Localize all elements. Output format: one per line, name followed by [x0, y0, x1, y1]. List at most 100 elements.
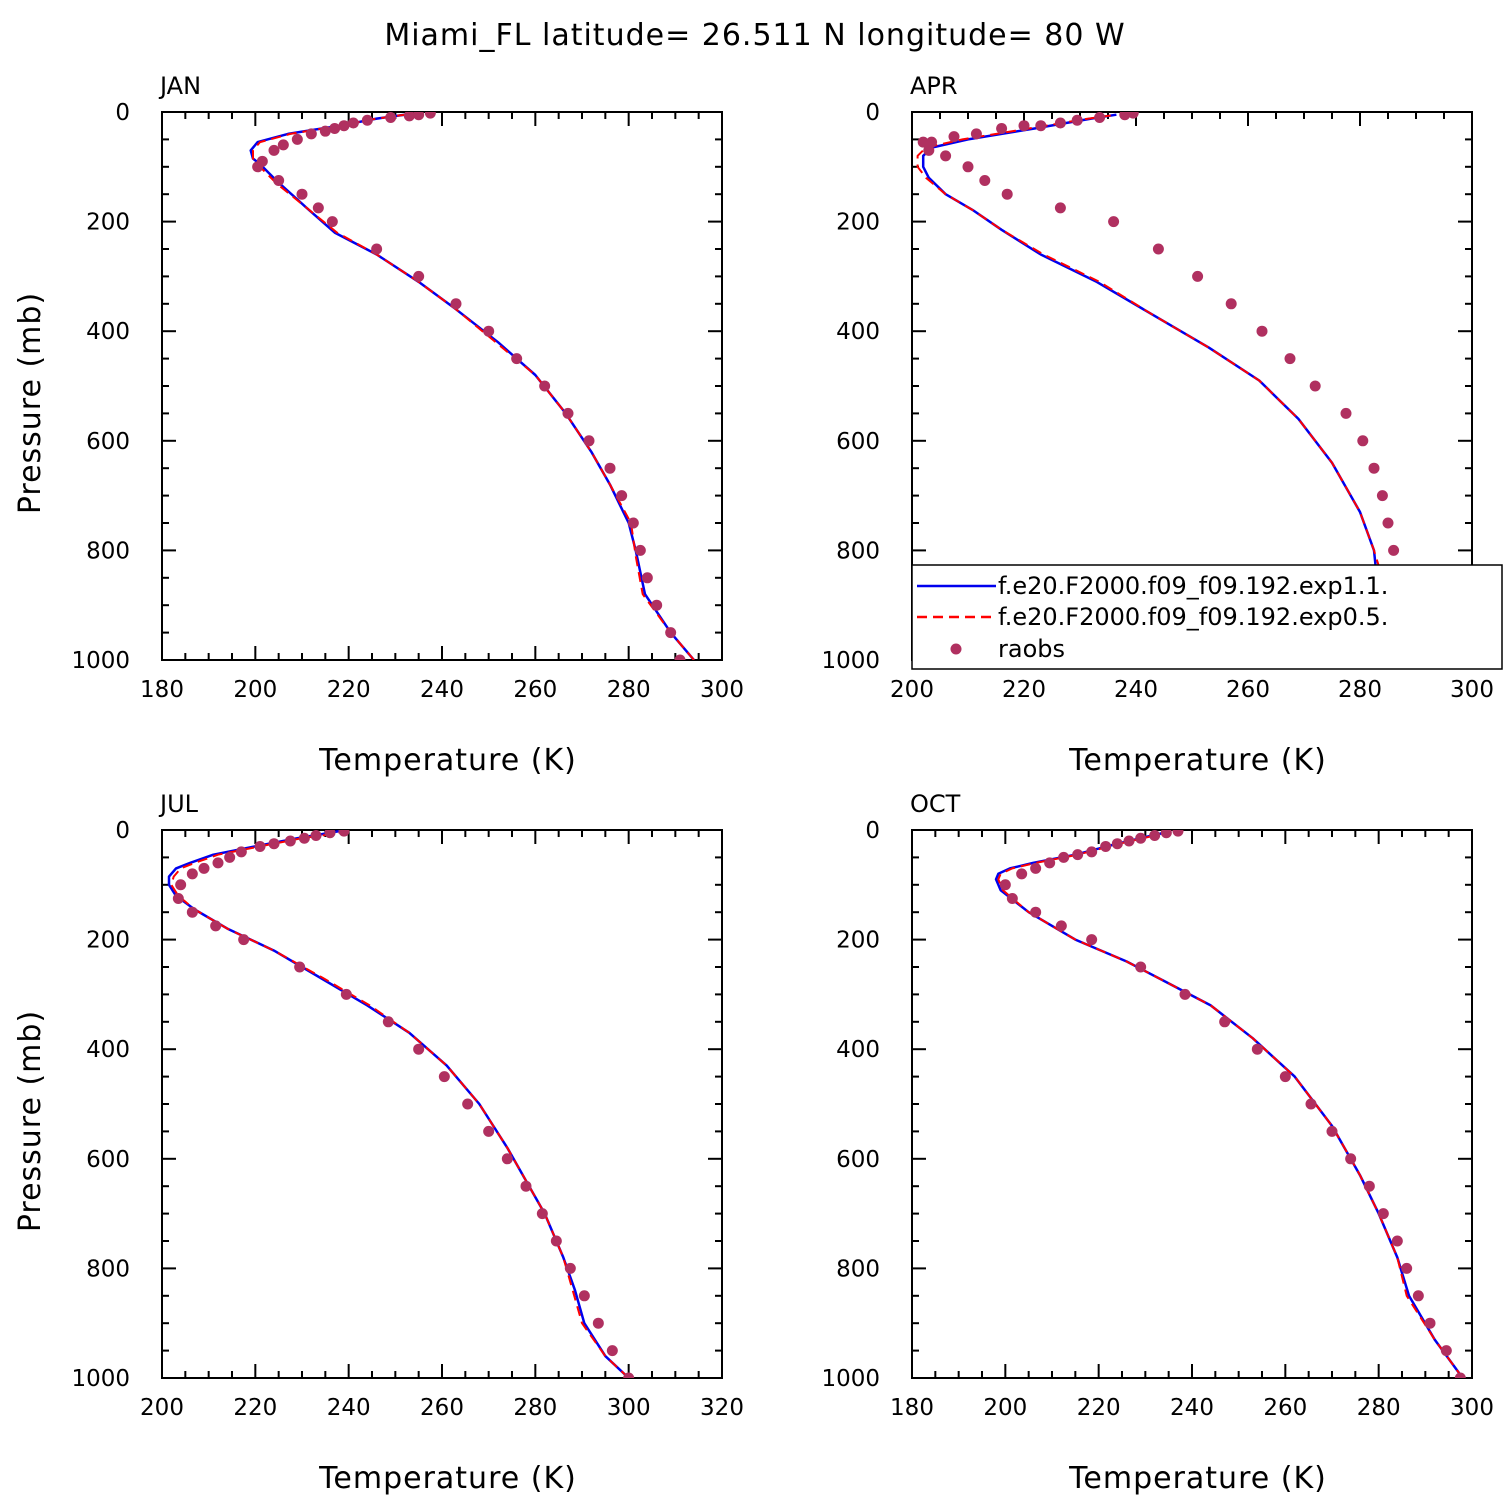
panel-title: JUL: [158, 790, 199, 818]
raobs-point: [1376, 490, 1388, 502]
raobs-point: [1001, 188, 1013, 200]
x-tick-label: 260: [420, 1395, 464, 1421]
y-tick-label: 1000: [71, 1366, 130, 1392]
panel-apr: 200 220 240 260 280 300 0 200 400 600 800 1000 APR Te…: [821, 72, 1494, 778]
raobs-point: [999, 879, 1011, 891]
y-tick-label: 200: [86, 210, 130, 236]
series-exp0.5-line: [170, 830, 630, 1378]
raobs-point: [1345, 1153, 1357, 1165]
raobs-point: [1018, 120, 1030, 132]
legend: f.e20.F2000.f09_f09.192.exp1.1. f.e20.F20…: [911, 564, 1503, 670]
panels: 180 200 220 240 260 280 300 0 200 400 600 800 1000 JA…: [13, 72, 1494, 1496]
series-exp1.1-line: [921, 113, 1445, 660]
raobs-point: [1391, 1235, 1403, 1247]
raobs-point: [1044, 857, 1056, 869]
raobs-point: [1135, 832, 1147, 844]
raobs-point: [948, 131, 960, 143]
x-tick-label: 300: [700, 677, 744, 703]
y-tick-label: 0: [115, 100, 130, 126]
y-tick-label: 800: [836, 1256, 880, 1282]
raobs-point: [254, 840, 266, 852]
raobs-point: [1225, 298, 1237, 310]
raobs-point: [665, 627, 677, 639]
raobs-point: [450, 298, 462, 310]
raobs-point: [539, 380, 551, 392]
plot-frame: [161, 829, 723, 1379]
y-tick-label: 400: [836, 319, 880, 345]
y-tick-label: 0: [865, 818, 880, 844]
x-tick-label: 180: [890, 1395, 934, 1421]
x-axis-label: Temperature (K): [1068, 1461, 1327, 1496]
x-tick-label: 240: [1114, 677, 1158, 703]
raobs-point: [1305, 1098, 1317, 1110]
x-tick-label: 280: [1357, 1395, 1401, 1421]
raobs-point: [238, 934, 250, 946]
raobs-point: [1309, 380, 1321, 392]
raobs-point: [1094, 112, 1106, 123]
raobs-point: [979, 175, 991, 186]
x-tick-label: 200: [890, 677, 934, 703]
raobs-point: [623, 1372, 635, 1378]
x-tick-label: 220: [1002, 677, 1046, 703]
raobs-point: [413, 112, 425, 121]
x-tick-label: 280: [513, 1395, 557, 1421]
x-tick-label: 200: [233, 677, 277, 703]
legend-label: raobs: [998, 635, 1065, 663]
raobs-point: [926, 136, 938, 148]
raobs-point: [1377, 1208, 1389, 1220]
raobs-point: [347, 117, 359, 129]
x-tick-label: 300: [607, 1395, 651, 1421]
x-axis-label: Temperature (K): [318, 743, 577, 778]
raobs-point: [1016, 868, 1028, 880]
raobs-point: [616, 490, 628, 502]
raobs-point: [550, 1235, 562, 1247]
panel-title: APR: [910, 72, 958, 100]
raobs-point: [413, 1043, 425, 1055]
raobs-point: [1119, 112, 1131, 121]
raobs-point: [1179, 988, 1191, 1000]
y-tick-label: 0: [115, 818, 130, 844]
raobs-point: [511, 353, 523, 365]
raobs-point: [1030, 906, 1042, 918]
x-tick-label: 260: [513, 677, 557, 703]
raobs-point: [1058, 851, 1070, 863]
y-tick-label: 800: [86, 538, 130, 564]
raobs-point: [324, 830, 336, 839]
figure-title: Miami_FL latitude= 26.511 N longitude= 8…: [384, 18, 1125, 53]
raobs-point: [940, 150, 952, 162]
y-tick-label: 600: [836, 429, 880, 455]
raobs-point: [501, 1153, 513, 1165]
raobs-point: [1219, 1016, 1231, 1028]
raobs-point: [284, 835, 296, 847]
raobs-point: [462, 1098, 474, 1110]
x-tick-label: 300: [1450, 1395, 1494, 1421]
raobs-point: [1401, 1262, 1413, 1274]
data-area: [167, 830, 635, 1378]
panel-jan: 180 200 220 240 260 280 300 0 200 400 600 800 1000 JA…: [13, 72, 744, 778]
y-tick-label: 800: [836, 538, 880, 564]
raobs-point: [319, 125, 331, 137]
data-area: [994, 830, 1466, 1378]
raobs-point: [305, 128, 317, 140]
raobs-point: [483, 325, 495, 337]
x-tick-label: 280: [1338, 677, 1382, 703]
x-tick-label: 280: [607, 677, 651, 703]
raobs-point: [1424, 1317, 1436, 1329]
panel-oct: 180 200 220 240 260 280 300 0 200 400 600 800 1000 OC…: [821, 790, 1494, 1496]
raobs-point: [273, 175, 285, 186]
raobs-point: [277, 139, 289, 151]
series-exp0.5-line: [997, 830, 1464, 1378]
raobs-point: [424, 112, 436, 119]
plot-frame: [911, 829, 1473, 1379]
raobs-point: [1363, 1180, 1375, 1192]
raobs-point: [1279, 1071, 1291, 1083]
raobs-point: [291, 133, 303, 145]
raobs-point: [1340, 407, 1352, 419]
y-tick-label: 200: [836, 928, 880, 954]
raobs-point: [361, 114, 373, 126]
raobs-point: [483, 1125, 495, 1137]
raobs-point: [1054, 117, 1066, 129]
y-tick-label: 1000: [71, 648, 130, 674]
raobs-point: [186, 906, 198, 918]
raobs-point: [1412, 1290, 1424, 1302]
